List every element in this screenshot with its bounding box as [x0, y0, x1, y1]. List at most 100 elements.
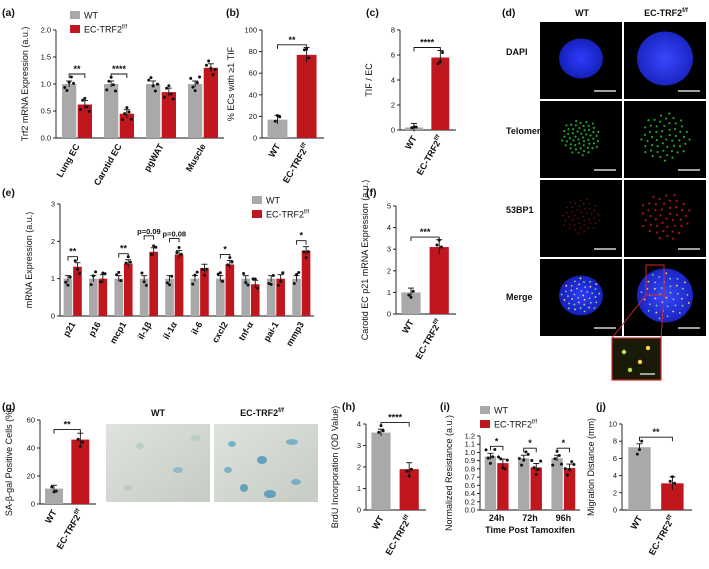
telomere-focus	[592, 130, 595, 134]
microscopy-row-merge: Merge	[506, 292, 533, 302]
merge-focus	[586, 290, 589, 293]
chart-e-bar-1-5-datapoint	[200, 267, 204, 271]
chart-e-bar-0-4-datapoint	[168, 283, 172, 287]
telomere-focus	[659, 120, 662, 123]
telomere-focus	[591, 147, 594, 150]
merge-focus	[686, 293, 689, 296]
chart-a-bar-1-2-datapoint	[169, 92, 173, 96]
merge-focus	[655, 311, 658, 314]
chart-a-cat-1-bracket	[110, 73, 128, 78]
merge-focus	[651, 273, 654, 276]
chart-a-bar-ko-3	[203, 67, 218, 138]
chart-f-ytick-label: 4	[387, 223, 391, 232]
merge-focus	[678, 312, 681, 314]
chart-e-bar-1-9-datapoint	[304, 256, 308, 260]
legend-label-ko: EC-TRF2f/f	[84, 25, 127, 35]
telomere-focus	[586, 146, 589, 149]
merge-focus	[574, 308, 576, 311]
chart-a-bar-0-2-datapoint	[151, 84, 155, 88]
chart-a-bar-1-1-datapoint	[123, 112, 127, 116]
merge-focus	[595, 301, 598, 304]
chart-e-bar-0-2-datapoint	[117, 270, 121, 274]
chart-i-ytick-label: 1.2	[465, 432, 475, 441]
telomere-focus	[665, 117, 668, 120]
telomere-focus	[574, 144, 577, 147]
legend-swatch-wt	[252, 196, 262, 204]
sa-gal-cell-ko	[286, 439, 298, 445]
chart-i-bar-0-0-datapoint	[493, 448, 497, 452]
panel-letter-g: (g)	[2, 401, 15, 413]
telomere-focus	[647, 119, 650, 122]
53bp1-focus	[574, 202, 577, 205]
53bp1-focus	[665, 217, 668, 220]
merge-focus	[571, 298, 574, 300]
chart-a-cat-0-bracket	[68, 73, 86, 78]
chart-i-bar-1-2-datapoint	[572, 462, 576, 466]
chart-e-cat-3-significance: p=0.09	[137, 227, 161, 236]
telomere-focus	[671, 139, 674, 142]
sa-gal-cell-ko	[240, 484, 248, 492]
53bp1-focus	[688, 209, 691, 212]
chart-b-bar-wt	[267, 119, 288, 138]
chart-e-bar-1-6-datapoint	[226, 263, 230, 267]
chart-h-bar-ko	[399, 469, 419, 510]
chart-i-ytick-label: 1.1	[465, 440, 475, 449]
chart-g-ytick-label: 0	[31, 500, 35, 509]
chart-e-bar-0-9-datapoint	[297, 271, 301, 275]
53bp1-focus	[593, 209, 596, 212]
telomere-focus	[688, 138, 691, 141]
merge-focus	[681, 304, 684, 307]
53bp1-focus	[673, 224, 677, 227]
53bp1-focus	[563, 224, 565, 227]
chart-b-bar-1-datapoint	[305, 47, 309, 51]
chart-a-bar-0-1-datapoint	[111, 83, 115, 87]
chart-j-bar-0-datapoint	[638, 448, 641, 452]
sa-gal-col-wt: WT	[151, 408, 165, 418]
telomere-focus	[663, 124, 666, 128]
chart-f-significance: ***	[420, 227, 431, 237]
53bp1-focus	[568, 223, 571, 225]
telomere-focus	[574, 135, 577, 138]
chart-i-bar-1-1-datapoint	[532, 466, 536, 470]
microscopy-tile-bg	[624, 101, 706, 178]
telomere-focus	[655, 125, 658, 128]
chart-e-bar-0-5-datapoint	[191, 282, 195, 286]
chart-e-bar-ko-9	[301, 250, 311, 316]
microscopy-tile-r3-c0	[540, 259, 622, 336]
panel-letter-i: (i)	[440, 401, 450, 413]
chart-h-bar-wt	[371, 432, 391, 510]
merge-focus	[646, 287, 649, 290]
53bp1-focus	[565, 211, 568, 214]
53bp1-focus	[662, 229, 665, 233]
telomere-focus	[651, 143, 654, 147]
chart-j-xlabel-ko: EC-TRF2f/f	[647, 513, 678, 557]
merge-focus	[583, 303, 586, 306]
chart-g-xlabel-ko: EC-TRF2f/f	[55, 507, 86, 551]
chart-h: 0 1 2 3 4 BrdU Incorporation (OD Value) WTEC-T…	[330, 406, 426, 557]
chart-h-bar-1-datapoint	[409, 467, 413, 471]
53bp1-focus	[644, 219, 647, 222]
53bp1-focus	[587, 226, 590, 229]
chart-e-xtick-label: p21	[61, 320, 77, 338]
chart-e-cat-9-bracket	[296, 240, 307, 245]
telomere-focus	[582, 149, 586, 153]
telomere-focus	[587, 138, 590, 141]
sa-gal-cell-ko	[291, 479, 301, 485]
chart-c-ytick-label: 4	[391, 76, 395, 85]
chart-b-significance: **	[289, 35, 297, 45]
53bp1-focus	[679, 218, 683, 221]
chart-e-bar-0-2-datapoint	[119, 279, 123, 283]
53bp1-focus	[666, 234, 669, 238]
chart-e-xtick-label: tnf-α	[237, 320, 256, 343]
53bp1-focus	[663, 202, 666, 205]
merge-focus	[658, 275, 661, 278]
telomere-focus	[571, 132, 574, 135]
53bp1-focus	[579, 227, 582, 230]
telomere-focus	[564, 144, 567, 147]
53bp1-focus	[655, 224, 659, 228]
chart-c-bar-1-datapoint	[436, 62, 440, 66]
chart-j-bar-ko	[661, 483, 684, 510]
chart-f: 0 1 2 3 4 5 Carotid EC p21 mRNA Expression (a.…	[360, 180, 456, 361]
legend-swatch-ko	[70, 25, 80, 33]
chart-e-bar-wt-1	[89, 278, 98, 316]
